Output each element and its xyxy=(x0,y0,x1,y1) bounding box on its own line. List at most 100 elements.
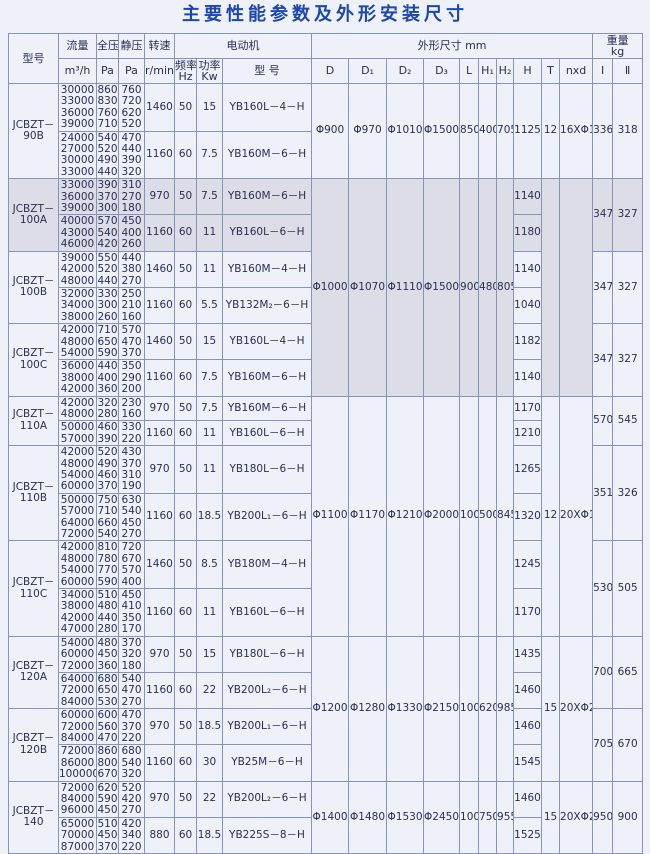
full: 540 520 490 440 xyxy=(96,130,119,180)
motor: YB160L－4－H xyxy=(221,83,313,132)
flow-text: 84000 xyxy=(60,731,95,744)
flow-text: 33000 xyxy=(60,179,95,192)
rpm-text: 1160 xyxy=(146,226,173,239)
weight: 700 xyxy=(592,635,614,710)
flow-text: 84000 xyxy=(60,792,95,805)
static-text: 230 xyxy=(121,396,142,409)
header-cell: D xyxy=(311,58,350,84)
full-text: 300 xyxy=(97,202,118,215)
static: 680 540 320 xyxy=(118,744,145,782)
dim: 620 xyxy=(478,635,498,782)
dim-nxd: 16XΦ19 xyxy=(559,82,594,180)
full-text: 560 xyxy=(97,720,118,733)
hz-text: 60 xyxy=(178,148,193,161)
flow-text: 60000 xyxy=(60,648,95,661)
flow-text: 42000 xyxy=(60,383,95,396)
dim-text: 1000 xyxy=(460,701,478,714)
static: 720 670 570 400 xyxy=(118,540,145,590)
flow-text: 34000 xyxy=(60,299,95,312)
flow-text: 40000 xyxy=(60,215,95,228)
full-text: 440 xyxy=(97,165,118,178)
hz-text: 50 xyxy=(178,262,193,275)
dim-h: 1140 xyxy=(513,359,543,397)
kw: 8.5 xyxy=(196,540,223,590)
data-row: JCBZT－ 100A 33000 36000 39000 390 370 300 310 270… xyxy=(8,178,644,397)
dim-h-text: 1460 xyxy=(514,792,541,805)
weight: 900 xyxy=(612,780,644,854)
motor-text: YB180L－6－H xyxy=(229,647,305,660)
static: 350 290 200 xyxy=(118,359,145,397)
flow: 40000 43000 46000 xyxy=(58,214,97,252)
rpm-text: 970 xyxy=(149,720,170,733)
flow: 39000 42000 48000 xyxy=(58,250,97,288)
hz-text: 60 xyxy=(178,371,193,384)
motor-text: YB160L－6－H xyxy=(229,426,305,439)
static-text: 330 xyxy=(121,421,142,434)
hz: 50 xyxy=(174,708,197,746)
dim-text: Φ1170 xyxy=(350,509,386,522)
model-text: JCBZT－ xyxy=(12,660,55,672)
dim-text: Φ1100 xyxy=(312,509,348,522)
kw: 11 xyxy=(196,214,223,252)
header-cell-text: r/min xyxy=(145,64,174,78)
motor: YB160L－4－H xyxy=(221,323,313,361)
header-cell: 频率 Hz xyxy=(174,58,197,84)
flow-text: 42000 xyxy=(60,324,95,337)
dim: Φ1400 xyxy=(311,780,350,854)
static-text: 570 xyxy=(121,564,142,577)
dim-text: Φ970 xyxy=(353,124,382,137)
dim-text: 850 xyxy=(460,124,479,137)
weight: 950 xyxy=(592,780,614,854)
motor-text: YB160M－6－H xyxy=(227,401,307,414)
kw-text: 11 xyxy=(202,605,217,618)
weight-text: 326 xyxy=(617,486,638,499)
static-text: 310 xyxy=(121,469,142,481)
rpm-text: 1160 xyxy=(146,371,173,384)
flow: 50000 57000 64000 72000 xyxy=(58,492,97,542)
header-cell-text: 全压 xyxy=(97,39,119,53)
flow-text: 72000 xyxy=(60,684,95,697)
motor: YB160M－6－H xyxy=(221,130,313,180)
full-text: 320 xyxy=(97,396,118,409)
rpm-text: 880 xyxy=(149,828,170,841)
dim: Φ1200 xyxy=(311,635,350,782)
full-text: 440 xyxy=(97,274,118,287)
static: 450 410 350 170 xyxy=(118,588,145,637)
kw: 18.5 xyxy=(196,816,223,854)
rpm-text: 1160 xyxy=(146,426,173,439)
static-text: 420 xyxy=(121,817,142,830)
kw-text: 5.5 xyxy=(201,298,218,311)
flow: 42000 48000 54000 60000 xyxy=(58,540,97,590)
rpm-text: 970 xyxy=(149,190,170,203)
full-text: 360 xyxy=(97,659,118,672)
flow-text: 86000 xyxy=(60,756,95,769)
rpm-text: 1460 xyxy=(146,262,173,275)
flow-text: 50000 xyxy=(60,421,95,434)
hz: 50 xyxy=(174,395,197,422)
full: 860 800 670 xyxy=(96,744,119,782)
motor: YB180M－4－H xyxy=(221,540,313,590)
model-text: 140 xyxy=(23,816,44,829)
full: 750 710 660 540 xyxy=(96,492,119,542)
static-text: 430 xyxy=(121,446,142,459)
full-text: 450 xyxy=(97,804,118,817)
header-cell-text: 型号 xyxy=(22,51,45,65)
flow-text: 54000 xyxy=(60,636,95,649)
flow-text: 33000 xyxy=(60,95,95,108)
static: 230 160 xyxy=(118,395,145,422)
flow-text: 38000 xyxy=(60,310,95,323)
data-row: JCBZT－ 140 72000 84000 96000 620 590 450 520 420 2… xyxy=(8,780,644,854)
static: 570 470 370 xyxy=(118,323,145,361)
flow: 32000 34000 38000 xyxy=(58,286,97,325)
full-text: 520 xyxy=(97,446,118,459)
static-text: 410 xyxy=(121,600,142,613)
kw: 22 xyxy=(196,671,223,710)
dim: Φ2000 xyxy=(423,395,461,637)
static: 430 370 310 190 xyxy=(118,445,145,494)
full-text: 280 xyxy=(97,407,118,420)
static-text: 160 xyxy=(121,407,142,420)
weight: 347 xyxy=(592,178,614,252)
full-text: 590 xyxy=(97,575,118,588)
weight: 327 xyxy=(612,250,644,325)
